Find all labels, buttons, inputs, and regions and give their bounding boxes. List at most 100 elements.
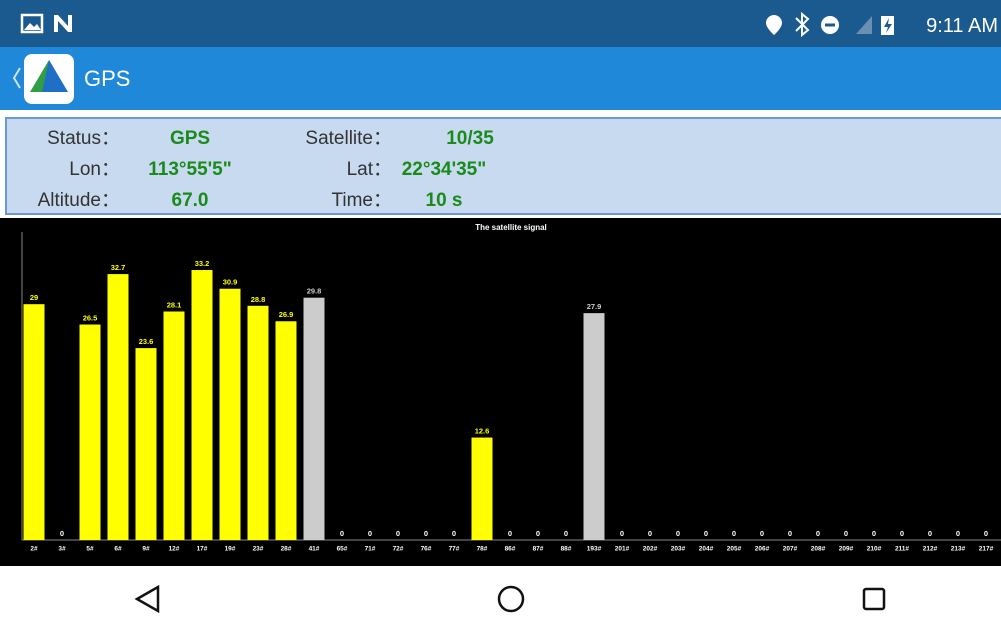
value-label: 0 xyxy=(788,529,792,538)
value-label: 0 xyxy=(340,529,344,538)
x-tick-label: 87# xyxy=(533,546,544,553)
x-tick-label: 211# xyxy=(895,546,909,553)
dnd-icon-bar xyxy=(825,24,835,27)
x-tick-label: 212# xyxy=(923,546,938,553)
value-label: 12.6 xyxy=(475,427,490,436)
info-value: 22°34'35" xyxy=(402,159,487,180)
value-label: 28.1 xyxy=(167,300,182,309)
value-label: 0 xyxy=(984,529,988,538)
value-label: 0 xyxy=(760,529,764,538)
value-label: 0 xyxy=(564,529,568,538)
info-value: 10/35 xyxy=(446,128,494,149)
value-label: 26.9 xyxy=(279,310,294,319)
value-label: 0 xyxy=(676,529,680,538)
info-label: Satellite： xyxy=(305,128,392,149)
value-label: 0 xyxy=(732,529,736,538)
screen: 9:11 AM GPS Status： GPS Satellite： 10/35… xyxy=(0,0,1001,632)
x-tick-label: 41# xyxy=(309,546,320,553)
value-label: 0 xyxy=(508,529,512,538)
value-label: 0 xyxy=(60,529,64,538)
x-tick-label: 5# xyxy=(86,546,94,553)
x-tick-label: 65# xyxy=(337,546,348,553)
x-tick-label: 205# xyxy=(727,546,742,553)
bar xyxy=(108,274,129,540)
value-label: 0 xyxy=(396,529,400,538)
bar xyxy=(248,306,269,540)
value-label: 0 xyxy=(620,529,624,538)
info-label: Lon： xyxy=(69,159,120,180)
value-label: 29 xyxy=(30,293,38,302)
info-label: Lat： xyxy=(347,159,392,180)
value-label: 0 xyxy=(704,529,708,538)
x-tick-label: 76# xyxy=(421,546,432,553)
x-tick-label: 203# xyxy=(671,546,686,553)
x-tick-label: 206# xyxy=(755,546,770,553)
info-value: 113°55'5" xyxy=(148,159,231,180)
bar xyxy=(304,298,325,540)
value-label: 0 xyxy=(536,529,540,538)
x-tick-label: 86# xyxy=(505,546,516,553)
info-value: 10 s xyxy=(426,190,463,211)
app-title: GPS xyxy=(84,66,130,91)
value-label: 29.8 xyxy=(307,287,322,296)
bar xyxy=(276,321,297,540)
x-tick-label: 28# xyxy=(281,546,292,553)
value-label: 30.9 xyxy=(223,278,238,287)
value-label: 0 xyxy=(844,529,848,538)
x-tick-label: 217# xyxy=(979,546,994,553)
x-tick-label: 210# xyxy=(867,546,882,553)
x-tick-label: 208# xyxy=(811,546,826,553)
bar xyxy=(472,438,493,540)
value-label: 28.8 xyxy=(251,295,266,304)
app-bar xyxy=(0,47,1001,110)
value-label: 0 xyxy=(424,529,428,538)
nav-bar xyxy=(0,566,1001,632)
x-tick-label: 19# xyxy=(225,546,236,553)
info-value: 67.0 xyxy=(172,190,209,211)
x-tick-label: 88# xyxy=(561,546,572,553)
info-label: Time： xyxy=(331,190,392,211)
value-label: 23.6 xyxy=(139,337,154,346)
value-label: 0 xyxy=(872,529,876,538)
x-tick-label: 78# xyxy=(477,546,488,553)
value-label: 0 xyxy=(900,529,904,538)
x-tick-label: 202# xyxy=(643,546,658,553)
x-tick-label: 71# xyxy=(365,546,376,553)
value-label: 0 xyxy=(452,529,456,538)
info-value: GPS xyxy=(170,128,210,149)
x-tick-label: 207# xyxy=(783,546,798,553)
page: 9:11 AM GPS Status： GPS Satellite： 10/35… xyxy=(0,0,1001,632)
value-label: 27.9 xyxy=(587,302,602,311)
bar xyxy=(584,313,605,540)
chart-title: The satellite signal xyxy=(475,223,547,232)
spacer xyxy=(0,110,1001,118)
x-tick-label: 17# xyxy=(197,546,208,553)
value-label: 0 xyxy=(368,529,372,538)
x-tick-label: 3# xyxy=(58,546,66,553)
clock: 9:11 AM xyxy=(926,15,998,37)
value-label: 33.2 xyxy=(195,259,210,268)
x-tick-label: 201# xyxy=(615,546,630,553)
status-bar xyxy=(0,0,1001,47)
x-tick-label: 12# xyxy=(169,546,180,553)
x-tick-label: 6# xyxy=(114,546,122,553)
info-label: Altitude： xyxy=(38,190,120,211)
value-label: 26.5 xyxy=(83,313,98,322)
x-tick-label: 2# xyxy=(30,546,38,553)
value-label: 0 xyxy=(928,529,932,538)
value-label: 0 xyxy=(956,529,960,538)
bar xyxy=(24,304,45,540)
x-tick-label: 213# xyxy=(951,546,966,553)
x-tick-label: 209# xyxy=(839,546,854,553)
x-tick-label: 193# xyxy=(587,546,602,553)
x-tick-label: 77# xyxy=(449,546,460,553)
bar xyxy=(192,270,213,540)
x-tick-label: 9# xyxy=(142,546,150,553)
bar xyxy=(164,312,185,540)
bar xyxy=(220,289,241,540)
x-tick-label: 204# xyxy=(699,546,714,553)
bar xyxy=(136,348,157,540)
value-label: 0 xyxy=(816,529,820,538)
bar xyxy=(80,325,101,540)
value-label: 0 xyxy=(648,529,652,538)
